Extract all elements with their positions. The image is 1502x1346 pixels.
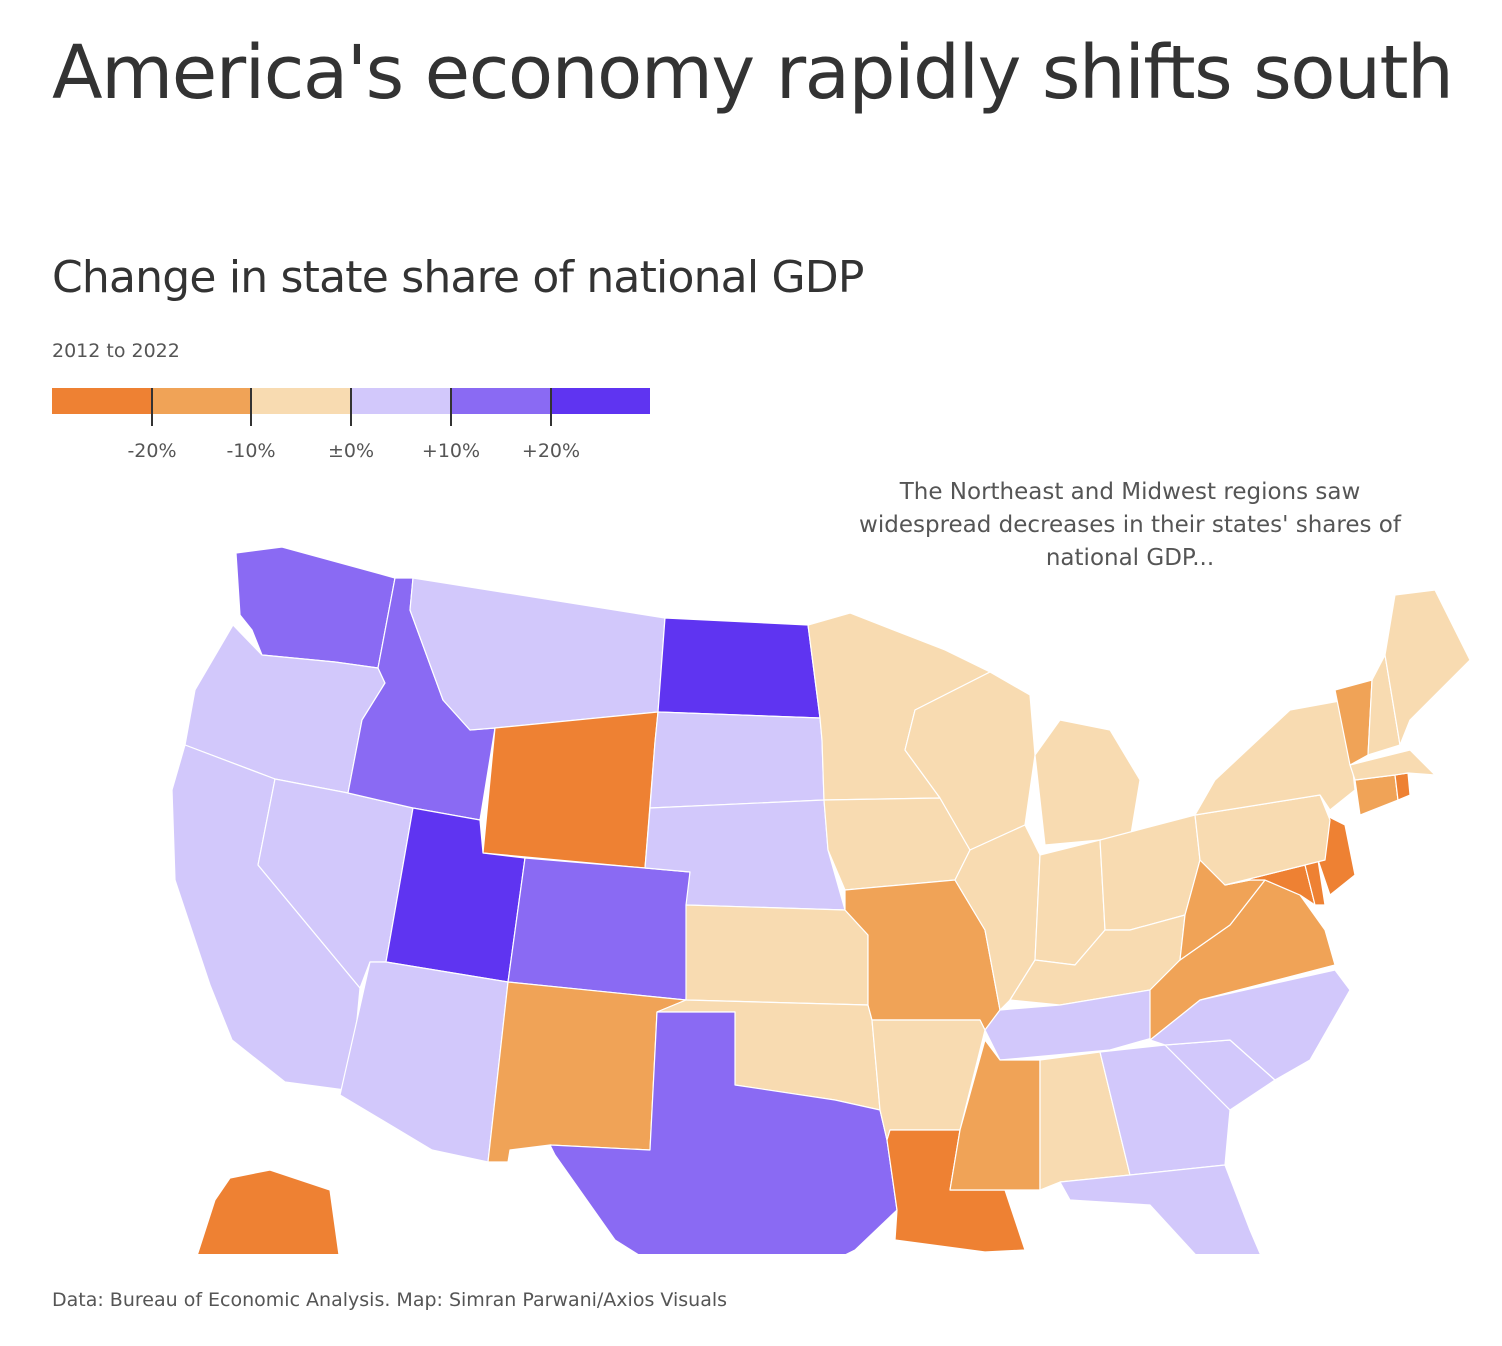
legend-tick [350, 388, 352, 426]
legend-swatch [450, 388, 551, 414]
state-michigan [1034, 719, 1141, 846]
legend-swatch [351, 388, 451, 414]
annotation-line: widespread decreases in their states' sh… [859, 512, 1401, 538]
state-kansas [685, 904, 869, 1006]
state-south-dakota [649, 711, 825, 809]
legend-tick [151, 388, 153, 426]
state-maine [1384, 589, 1471, 746]
state-pennsylvania [1194, 794, 1331, 886]
state-rhode-island [1394, 772, 1411, 801]
annotation-line: The Northeast and Midwest regions saw [899, 479, 1361, 505]
legend-label: -10% [226, 440, 276, 462]
legend-tick [550, 388, 552, 426]
legend-swatch [550, 388, 651, 414]
date-range: 2012 to 2022 [52, 340, 180, 362]
legend-swatch [151, 388, 252, 414]
annotation-line: national GDP... [1045, 545, 1215, 571]
state-north-carolina [1149, 969, 1351, 1081]
legend-label: +10% [421, 440, 481, 462]
legend-label: -20% [127, 440, 177, 462]
source-credit: Data: Bureau of Economic Analysis. Map: … [52, 1289, 728, 1311]
state-louisiana [886, 1129, 1026, 1253]
state-washington [235, 546, 396, 669]
state-florida [1059, 1164, 1261, 1254]
state-arizona [339, 961, 509, 1163]
state-north-dakota [657, 617, 821, 719]
color-legend [52, 388, 651, 426]
legend-tick [250, 388, 252, 426]
state-texas [549, 1011, 898, 1254]
headline: America's economy rapidly shifts south [52, 30, 1454, 116]
chart-subtitle: Change in state share of national GDP [52, 252, 864, 303]
state-alaska [196, 1169, 340, 1254]
legend-tick [450, 388, 452, 426]
legend-swatch [251, 388, 352, 414]
legend-label: ±0% [327, 440, 375, 462]
legend-swatch [52, 388, 152, 414]
state-wyoming [482, 711, 659, 869]
legend-label: +20% [521, 440, 581, 462]
state-massachusetts [1349, 749, 1436, 781]
state-colorado [507, 857, 691, 1001]
state-connecticut [1354, 774, 1399, 816]
state-new-york [1194, 699, 1356, 816]
map-annotation: The Northeast and Midwest regions saw wi… [800, 476, 1460, 575]
